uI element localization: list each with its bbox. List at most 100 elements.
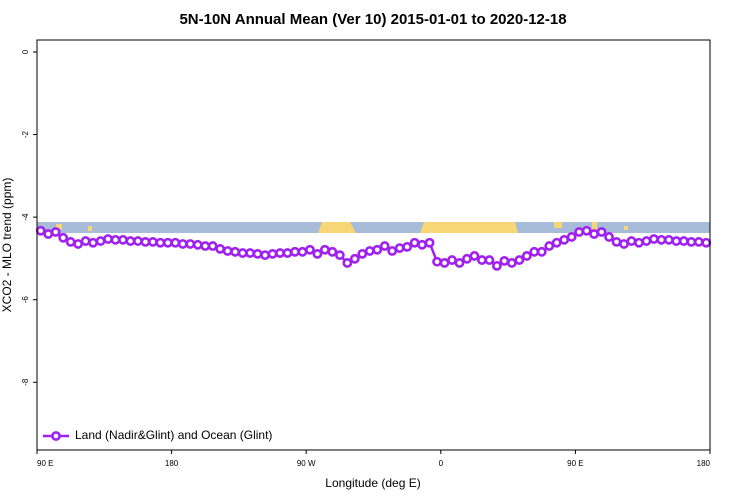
data-point [529, 246, 540, 257]
data-point [267, 248, 278, 259]
chart-title: 5N-10N Annual Mean (Ver 10) 2015-01-01 t… [179, 11, 566, 28]
data-point [686, 237, 697, 247]
data-point [663, 234, 674, 245]
data-point [50, 227, 61, 237]
data-point [581, 225, 592, 236]
data-point [110, 234, 121, 245]
data-point [297, 246, 308, 257]
data-point [349, 253, 360, 264]
data-point [140, 237, 151, 247]
map-strip [37, 222, 710, 233]
data-point [125, 236, 136, 246]
data-point [566, 232, 577, 242]
data-point [133, 236, 143, 246]
data-point [237, 248, 248, 258]
data-point [80, 236, 91, 246]
data-point [619, 239, 629, 249]
x-axis-label: Longitude (deg E) [325, 476, 420, 490]
data-point [327, 246, 338, 257]
data-point [521, 251, 532, 261]
data-point [162, 237, 173, 248]
data-point [260, 250, 270, 261]
data-point [536, 246, 547, 257]
x-tick-label: 180 [697, 459, 711, 468]
data-point [649, 234, 659, 244]
data-point [678, 236, 689, 246]
data-point [222, 246, 233, 256]
data-point [207, 241, 218, 251]
data-point [506, 258, 517, 268]
data-point [551, 237, 562, 248]
data-point [245, 248, 256, 258]
plot-area [35, 225, 712, 271]
data-point [424, 237, 435, 248]
data-point [641, 236, 652, 246]
legend-marker [51, 431, 61, 441]
data-point [35, 225, 46, 236]
data-point [103, 234, 113, 244]
data-point [275, 248, 285, 258]
data-point [58, 232, 69, 243]
data-point [462, 253, 472, 264]
legend-label: Land (Nadir&Glint) and Ocean (Glint) [75, 428, 272, 442]
data-point [364, 246, 375, 256]
data-point [491, 260, 502, 271]
data-point [252, 248, 263, 259]
data-point [290, 246, 300, 257]
data-point [148, 237, 158, 247]
data-point [357, 248, 368, 259]
data-point [379, 241, 390, 251]
data-point [312, 248, 323, 259]
data-point [589, 229, 599, 239]
data-point [342, 258, 353, 268]
data-point [656, 234, 667, 245]
data-point [43, 229, 54, 239]
data-point [387, 246, 398, 256]
data-point [118, 234, 128, 245]
plot-frame [36, 39, 711, 451]
data-point [192, 239, 203, 250]
data-point [559, 234, 570, 245]
data-point [634, 237, 644, 248]
y-tick-label: -4 [21, 213, 30, 221]
data-point [170, 237, 181, 248]
y-tick-label: -2 [21, 130, 30, 138]
data-point [177, 239, 188, 249]
data-point [671, 236, 682, 246]
data-point [417, 239, 428, 250]
data-point [626, 236, 637, 246]
x-tick-label: 90 W [297, 459, 316, 468]
data-point [611, 237, 622, 247]
x-tick-label: 180 [165, 459, 179, 468]
data-point [439, 258, 450, 268]
data-point [409, 237, 420, 248]
data-point [544, 241, 555, 251]
data-point [574, 227, 585, 237]
y-tick-label: -6 [21, 296, 30, 304]
data-point [701, 237, 712, 248]
data-point [477, 255, 487, 265]
data-point [514, 255, 525, 265]
data-point [432, 256, 442, 267]
data-point [305, 244, 315, 255]
data-point [402, 241, 413, 252]
data-point [372, 244, 383, 255]
x-tick-label: 90 E [37, 459, 53, 468]
data-point [88, 237, 98, 248]
data-point [484, 255, 495, 265]
data-point [319, 244, 330, 255]
data-point [73, 239, 84, 249]
data-point [95, 236, 106, 246]
data-point [215, 244, 226, 254]
data-point [185, 239, 196, 249]
data-point [454, 258, 465, 268]
x-tick-label: 0 [439, 459, 444, 468]
y-tick-label: 0 [21, 49, 30, 54]
data-point [282, 248, 293, 258]
data-point [604, 232, 614, 242]
data-point [447, 255, 457, 265]
y-axis-label: XCO2 - MLO trend (ppm) [0, 178, 14, 313]
data-point [596, 227, 607, 237]
data-point [334, 250, 345, 261]
